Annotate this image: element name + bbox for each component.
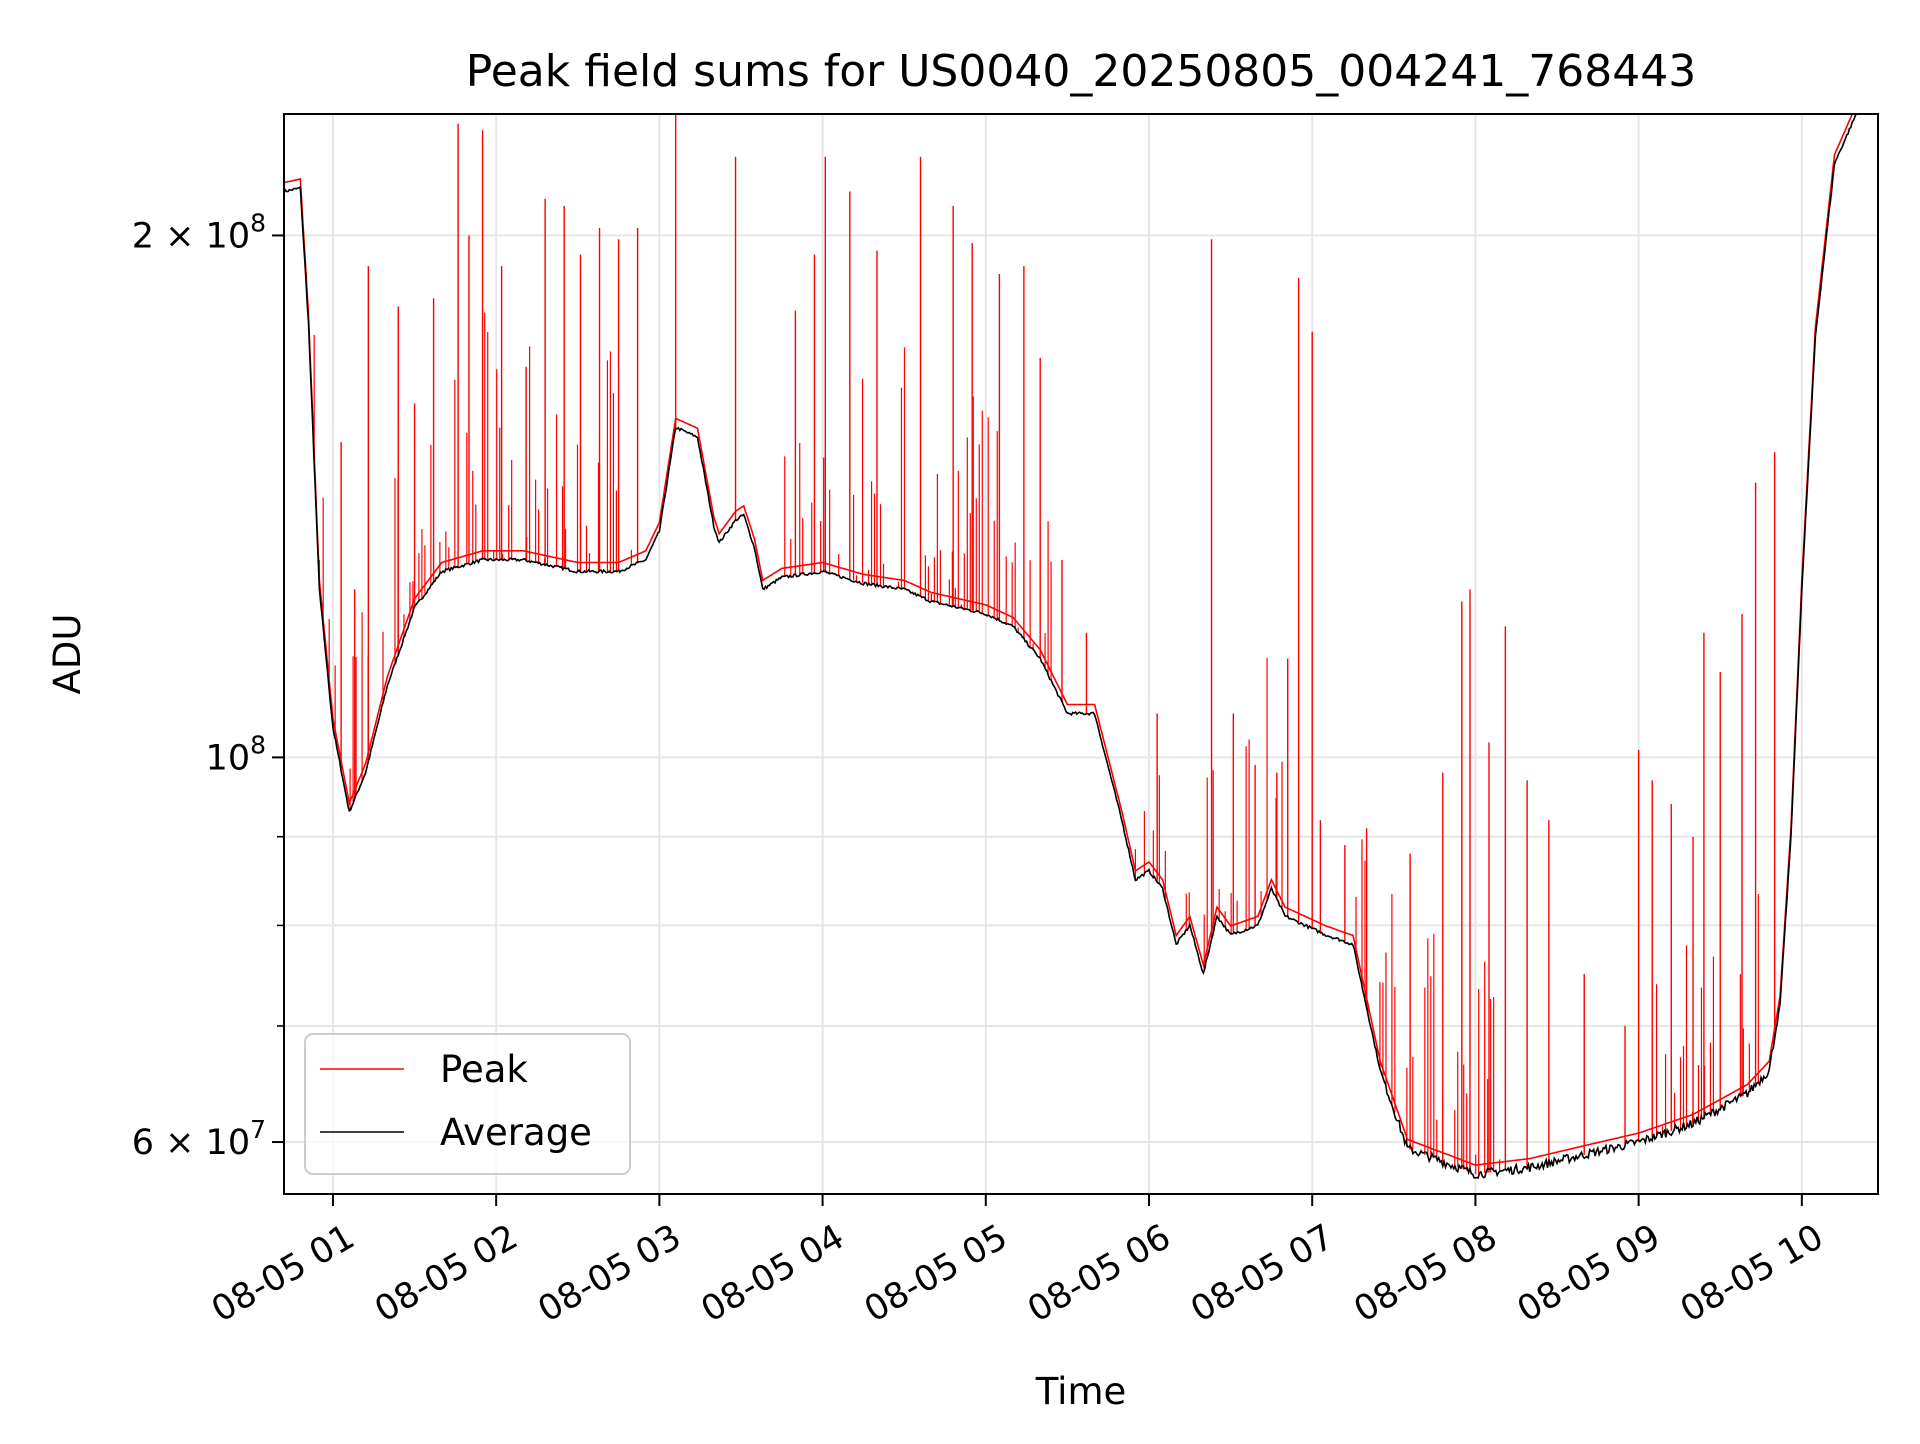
y-tick-label: 108	[206, 730, 266, 778]
grid	[284, 114, 1878, 1194]
y-tick-label: 2 × 108	[132, 208, 266, 256]
peak-baseline-line	[284, 114, 1854, 1166]
plot-frame	[283, 113, 1879, 1195]
chart-title: Peak field sums for US0040_20250805_0042…	[466, 46, 1696, 97]
legend: Peak Average	[304, 1033, 631, 1175]
y-axis-label: ADU	[46, 614, 89, 695]
series-group	[284, 114, 1857, 1180]
average-line	[284, 114, 1857, 1180]
y-axis: 6 × 107 108 2 × 108	[132, 208, 284, 1163]
y-tick-label: 6 × 107	[132, 1115, 266, 1163]
legend-peak-label: Peak	[440, 1048, 528, 1091]
x-axis-label: Time	[1035, 1370, 1127, 1413]
legend-average-label: Average	[440, 1111, 592, 1154]
